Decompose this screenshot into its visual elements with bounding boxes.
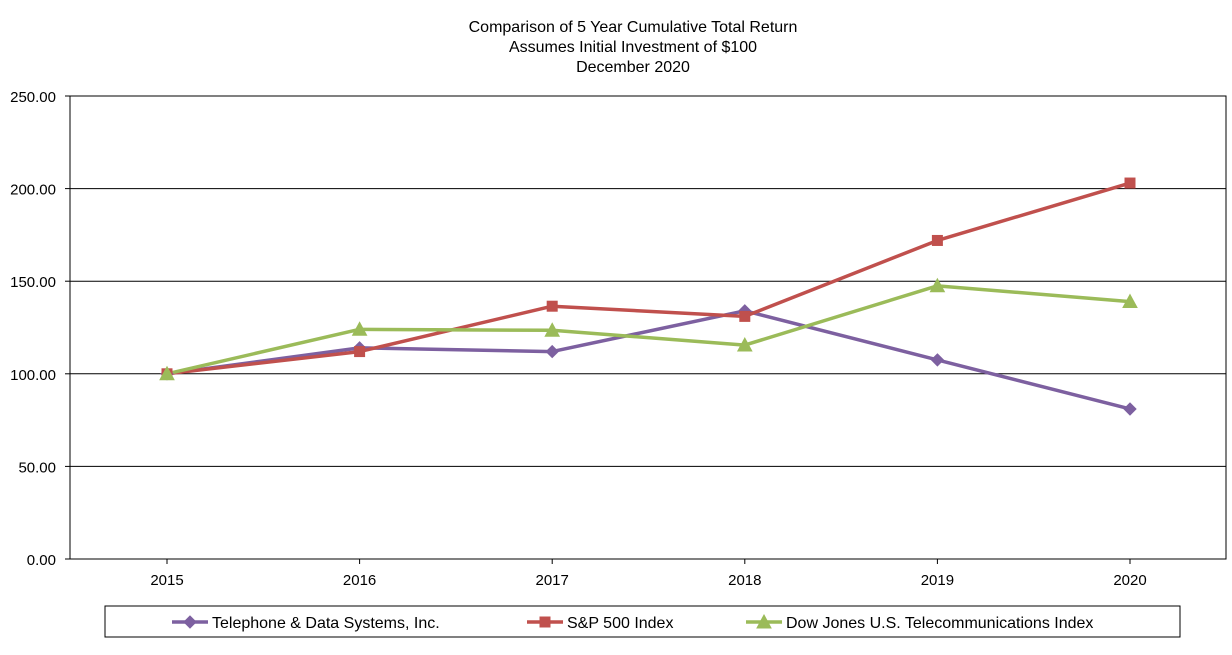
series-markers — [159, 177, 1138, 416]
legend-label: Telephone & Data Systems, Inc. — [212, 615, 440, 632]
x-tick-label: 2018 — [728, 572, 761, 589]
x-tick-label: 2017 — [536, 572, 569, 589]
series-line-1 — [165, 309, 1132, 411]
gridlines — [70, 95, 1226, 560]
chart-title: Comparison of 5 Year Cumulative Total Re… — [469, 19, 798, 76]
data-point — [931, 234, 943, 246]
data-point — [546, 300, 558, 312]
data-point — [544, 322, 561, 337]
series-lines — [165, 181, 1132, 411]
data-point — [354, 346, 366, 358]
y-tick-label: 150.00 — [10, 274, 56, 291]
data-point — [739, 310, 751, 322]
legend-items: Telephone & Data Systems, Inc. S&P 500 In… — [172, 613, 1093, 632]
y-tick-label: 50.00 — [18, 459, 56, 476]
data-point — [545, 344, 559, 359]
y-axis-ticks: 0.00 50.00 100.00 150.00 200.00 250.00 — [10, 89, 70, 569]
legend-label: Dow Jones U.S. Telecommunications Index — [786, 615, 1093, 632]
legend-swatch-marker — [183, 615, 197, 629]
series-line-2 — [165, 181, 1132, 376]
x-tick-label: 2019 — [921, 572, 954, 589]
y-tick-label: 100.00 — [10, 367, 56, 384]
y-tick-label: 200.00 — [10, 182, 56, 199]
legend: Telephone & Data Systems, Inc. S&P 500 In… — [104, 605, 1181, 638]
y-tick-label: 250.00 — [10, 89, 56, 106]
data-point — [1124, 177, 1136, 189]
x-tick-label: 2020 — [1113, 572, 1146, 589]
chart-title-line-2: Assumes Initial Investment of $100 — [509, 39, 757, 56]
data-point — [929, 277, 946, 293]
legend-box — [104, 605, 1181, 638]
legend-swatch-marker — [539, 616, 551, 628]
x-tick-label: 2016 — [343, 572, 376, 589]
x-tick-label: 2015 — [150, 572, 183, 589]
data-point — [930, 353, 945, 367]
series-line-3 — [165, 284, 1132, 376]
legend-swatch-marker — [756, 613, 772, 629]
legend-label: S&P 500 Index — [567, 615, 673, 632]
data-point — [736, 337, 753, 352]
data-point — [351, 321, 368, 336]
data-point — [1122, 293, 1138, 309]
chart-title-line-3: December 2020 — [576, 59, 690, 76]
y-tick-label: 0.00 — [27, 552, 56, 569]
chart-title-line-1: Comparison of 5 Year Cumulative Total Re… — [469, 19, 798, 36]
data-point — [159, 365, 175, 381]
plot-area — [69, 95, 1227, 560]
x-axis-ticks: 2015 2016 2017 2018 2019 2020 — [150, 559, 1147, 589]
data-point — [1123, 402, 1137, 416]
